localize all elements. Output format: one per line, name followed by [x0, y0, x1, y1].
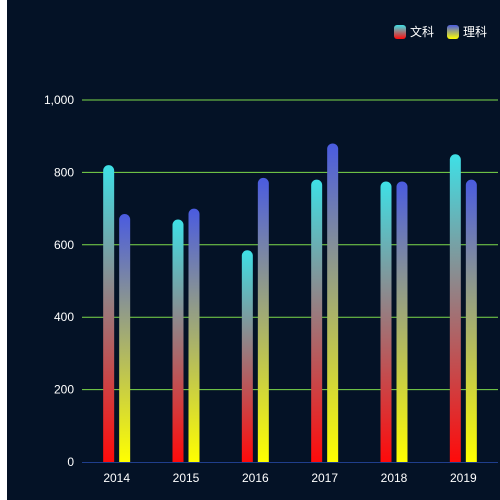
bar-series1-2018	[380, 181, 392, 462]
bar-series2-2014	[119, 214, 131, 462]
x-tick-label: 2015	[173, 471, 200, 485]
y-axis-tick-labels: 0 200 400 600 800 1,000	[44, 93, 74, 469]
bar-series1-2014	[103, 165, 115, 462]
legend-item-2[interactable]: 理科	[447, 25, 487, 39]
legend: 文科 理科	[394, 24, 487, 39]
bar-series1-2019	[449, 154, 461, 463]
x-tick-label: 2017	[311, 471, 338, 485]
bar-series2-2017	[327, 143, 339, 462]
x-axis-tick-labels: 2014 2015 2016 2017 2018 2019	[103, 471, 477, 485]
x-tick-label: 2019	[450, 471, 477, 485]
legend-item-1[interactable]: 文科	[394, 24, 434, 39]
bar-series2-2019	[465, 179, 477, 462]
bar-series2-2016	[257, 177, 269, 462]
chart-panel	[7, 0, 500, 500]
legend-swatch	[447, 25, 459, 39]
y-tick-label: 1,000	[44, 93, 74, 107]
grid-lines	[82, 99, 498, 391]
bar-series2-2015	[188, 208, 200, 462]
y-tick-label: 800	[54, 165, 74, 179]
bar-series1-2017	[311, 179, 323, 462]
y-tick-label: 600	[54, 238, 74, 252]
legend-label: 文科	[410, 24, 434, 39]
y-tick-label: 200	[54, 383, 74, 397]
bar-series1-2015	[172, 219, 184, 462]
x-tick-label: 2014	[103, 471, 130, 485]
x-tick-label: 2018	[381, 471, 408, 485]
bar-series2-2018	[396, 181, 408, 462]
x-tick-label: 2016	[242, 471, 269, 485]
y-tick-label: 400	[54, 310, 74, 324]
legend-label: 理科	[463, 25, 487, 39]
legend-swatch	[394, 25, 406, 39]
bars	[103, 143, 477, 463]
bar-series1-2016	[241, 250, 253, 462]
y-tick-label: 0	[67, 455, 74, 469]
